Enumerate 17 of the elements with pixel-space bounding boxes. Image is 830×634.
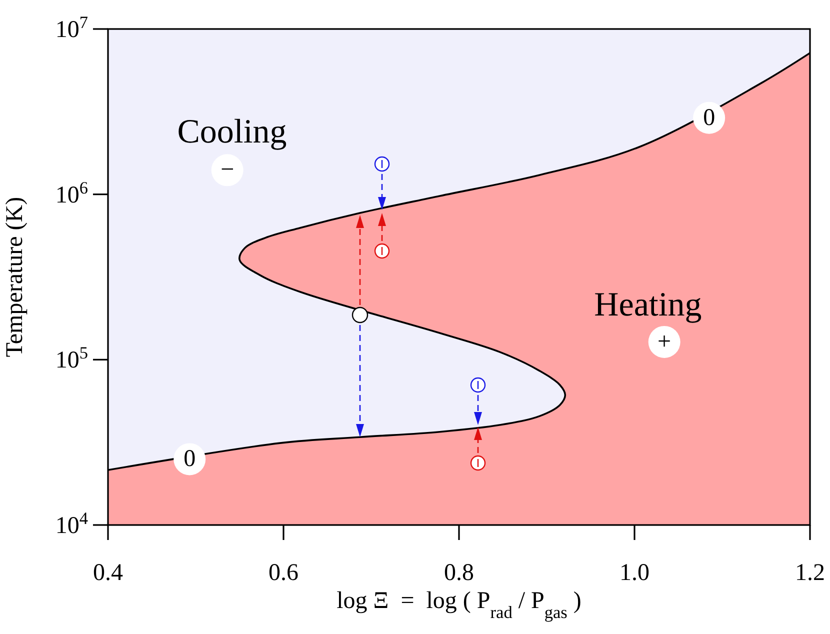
x-axis-title: log Ξ = log ( P$_{rad}$ / P$_{gas}$ ) bbox=[336, 588, 582, 622]
x-tick-label: 0.8 bbox=[444, 560, 474, 586]
annotation: Heating bbox=[594, 286, 702, 324]
y-tick-label: 10$^{6}$ bbox=[55, 178, 88, 208]
annotation: Cooling bbox=[177, 114, 287, 150]
x-tick-label: 1.0 bbox=[620, 560, 650, 586]
x-tick-label: 1.2 bbox=[795, 560, 825, 586]
annotation: + bbox=[658, 328, 672, 355]
x-tick-label: 0.4 bbox=[93, 560, 123, 586]
annotation: − bbox=[220, 157, 234, 184]
y-tick-label: 10$^{4}$ bbox=[55, 508, 88, 539]
y-tick-label: 10$^{5}$ bbox=[55, 343, 88, 374]
y-tick-label: 10$^{7}$ bbox=[55, 12, 88, 43]
annotation: 0 bbox=[184, 446, 196, 472]
annotation: 0 bbox=[703, 104, 716, 131]
y-axis-title: Temperature (K) bbox=[2, 196, 28, 358]
x-tick-label: 0.6 bbox=[268, 560, 298, 586]
